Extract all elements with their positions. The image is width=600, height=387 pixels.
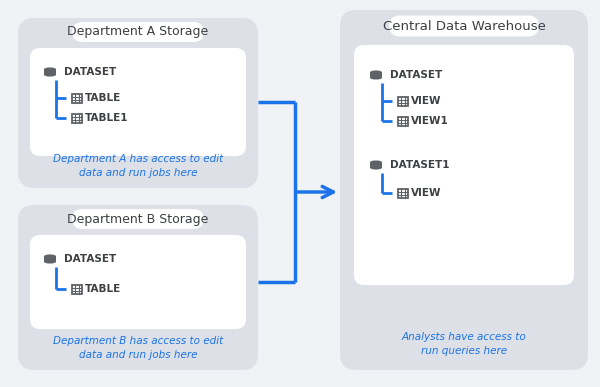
- Ellipse shape: [370, 76, 382, 80]
- Text: VIEW1: VIEW1: [411, 116, 449, 126]
- Text: DATASET: DATASET: [64, 254, 116, 264]
- Bar: [44, 256, 56, 259]
- Ellipse shape: [370, 73, 382, 77]
- FancyBboxPatch shape: [389, 15, 539, 36]
- Text: Department A Storage: Department A Storage: [67, 26, 209, 38]
- Bar: [370, 72, 382, 75]
- Text: Department B Storage: Department B Storage: [67, 212, 209, 226]
- Bar: [398, 96, 408, 106]
- Bar: [72, 113, 82, 123]
- FancyBboxPatch shape: [30, 235, 246, 329]
- Text: VIEW: VIEW: [411, 188, 442, 198]
- Text: DATASET1: DATASET1: [390, 160, 449, 170]
- Text: DATASET: DATASET: [390, 70, 442, 80]
- Ellipse shape: [370, 70, 382, 74]
- Text: TABLE: TABLE: [85, 93, 121, 103]
- Text: TABLE1: TABLE1: [85, 113, 128, 123]
- Ellipse shape: [44, 254, 56, 258]
- Ellipse shape: [44, 67, 56, 71]
- Bar: [370, 163, 382, 165]
- Ellipse shape: [44, 73, 56, 77]
- Text: Department B has access to edit
data and run jobs here: Department B has access to edit data and…: [53, 336, 223, 360]
- FancyBboxPatch shape: [18, 18, 258, 188]
- Bar: [398, 116, 408, 125]
- Ellipse shape: [44, 260, 56, 264]
- Bar: [370, 165, 382, 168]
- Ellipse shape: [44, 70, 56, 74]
- FancyBboxPatch shape: [72, 209, 204, 229]
- FancyBboxPatch shape: [354, 45, 574, 285]
- Ellipse shape: [370, 166, 382, 170]
- Ellipse shape: [370, 161, 382, 164]
- Ellipse shape: [370, 163, 382, 167]
- FancyBboxPatch shape: [18, 205, 258, 370]
- FancyBboxPatch shape: [72, 22, 204, 42]
- Bar: [72, 284, 82, 293]
- Bar: [398, 188, 408, 197]
- Text: TABLE: TABLE: [85, 284, 121, 294]
- Bar: [370, 75, 382, 78]
- Bar: [44, 69, 56, 72]
- Bar: [44, 259, 56, 262]
- Text: VIEW: VIEW: [411, 96, 442, 106]
- Ellipse shape: [44, 257, 56, 261]
- Bar: [44, 72, 56, 75]
- Text: Central Data Warehouse: Central Data Warehouse: [383, 19, 545, 33]
- Text: Department A has access to edit
data and run jobs here: Department A has access to edit data and…: [53, 154, 223, 178]
- Bar: [72, 94, 82, 103]
- Text: DATASET: DATASET: [64, 67, 116, 77]
- FancyBboxPatch shape: [30, 48, 246, 156]
- Text: Analysts have access to
run queries here: Analysts have access to run queries here: [401, 332, 526, 356]
- FancyBboxPatch shape: [340, 10, 588, 370]
